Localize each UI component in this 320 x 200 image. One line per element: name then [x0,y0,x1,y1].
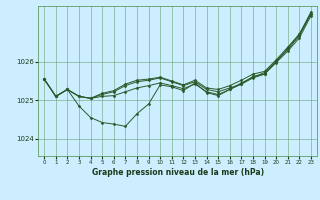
X-axis label: Graphe pression niveau de la mer (hPa): Graphe pression niveau de la mer (hPa) [92,168,264,177]
